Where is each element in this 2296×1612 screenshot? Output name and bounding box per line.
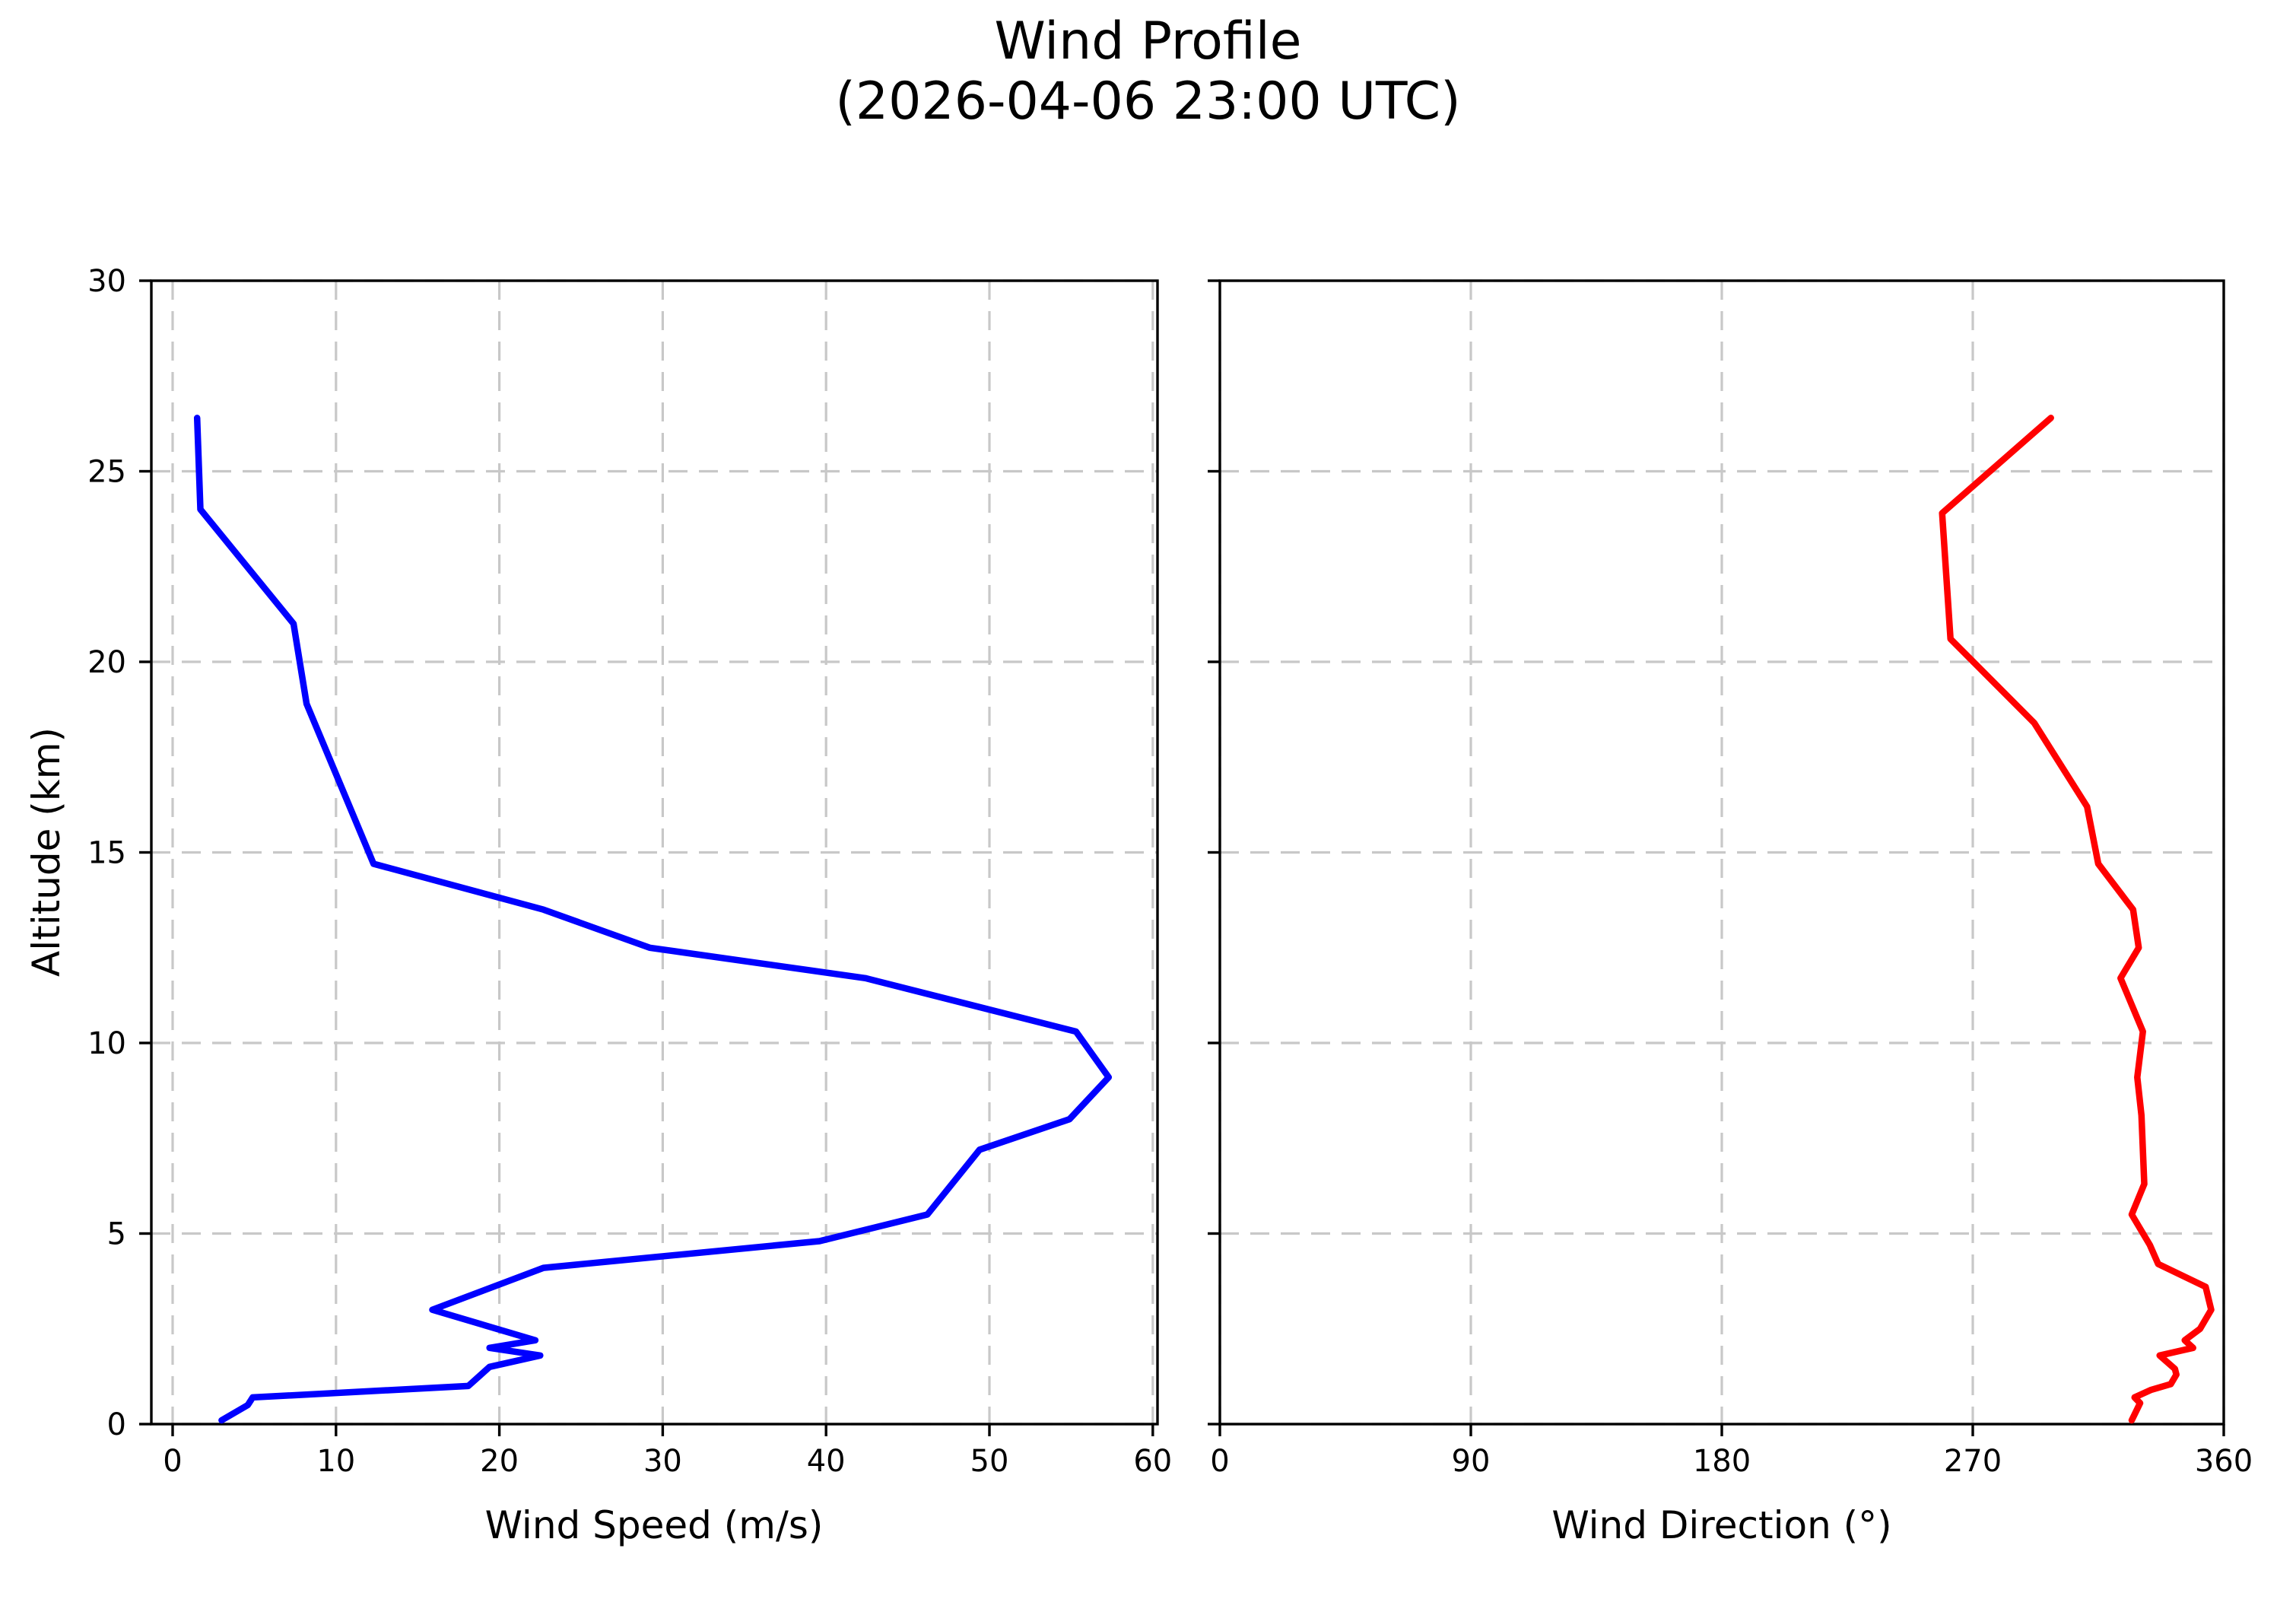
x-tick-label: 50 bbox=[970, 1444, 1009, 1479]
wind-direction-line bbox=[1939, 415, 2215, 1424]
wind-direction-panel: 0 90 180 270 360 bbox=[1208, 279, 2253, 1479]
x-tick-label: 60 bbox=[1133, 1444, 1172, 1479]
y-axis-label: Altitude (km) bbox=[24, 727, 68, 977]
x-axis-label-speed: Wind Speed (m/s) bbox=[485, 1503, 824, 1547]
figure-title: Wind Profile (2026-04-06 23:00 UTC) bbox=[0, 11, 2296, 132]
x-axis-label-direction: Wind Direction (°) bbox=[1551, 1503, 1891, 1547]
y-tick-label: 15 bbox=[87, 836, 126, 871]
y-tick-label: 25 bbox=[87, 455, 126, 490]
x-tick-label: 0 bbox=[163, 1444, 182, 1479]
figure-title-line2: (2026-04-06 23:00 UTC) bbox=[835, 71, 1461, 132]
y-tick-label: 20 bbox=[87, 645, 126, 680]
x-tick-label: 20 bbox=[480, 1444, 519, 1479]
axes-box bbox=[1218, 279, 2225, 1426]
y-tick-label: 0 bbox=[107, 1407, 126, 1442]
wind-speed-line bbox=[193, 415, 1113, 1424]
x-tick-label: 0 bbox=[1210, 1444, 1229, 1479]
y-tick-label: 30 bbox=[87, 264, 126, 299]
x-tick-label: 180 bbox=[1693, 1444, 1751, 1479]
x-tick-label: 270 bbox=[1944, 1444, 2002, 1479]
wind-speed-panel: 0 10 20 30 40 50 60 0 5 10 15 20 25 30 bbox=[87, 264, 1172, 1479]
x-tick-label: 30 bbox=[643, 1444, 682, 1479]
x-tick-label: 10 bbox=[316, 1444, 355, 1479]
x-tick-label: 40 bbox=[807, 1444, 846, 1479]
figure-title-line1: Wind Profile bbox=[994, 11, 1302, 72]
axes-box bbox=[150, 279, 1159, 1426]
y-tick-label: 5 bbox=[107, 1217, 126, 1252]
x-tick-label: 90 bbox=[1452, 1444, 1491, 1479]
x-tick-label: 360 bbox=[2195, 1444, 2253, 1479]
y-tick-label: 10 bbox=[87, 1026, 126, 1061]
